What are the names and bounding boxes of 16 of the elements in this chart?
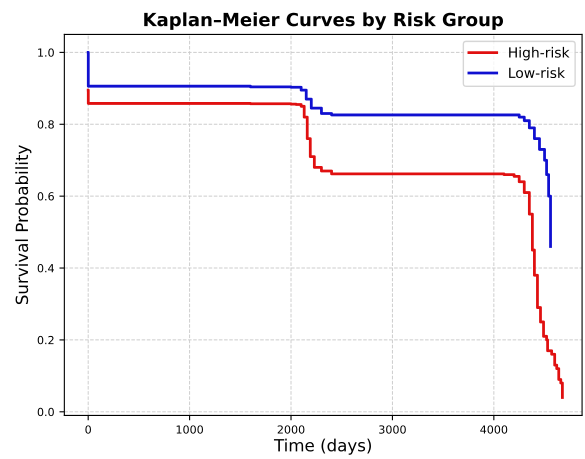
y-tick-label: 0.2 — [38, 336, 54, 344]
legend-label: Low-risk — [509, 67, 565, 78]
x-tick-label: 1000 — [176, 425, 203, 434]
x-tick-label: 0 — [85, 425, 91, 434]
x-tick-label: 3000 — [379, 425, 406, 434]
y-tick-label: 0.0 — [38, 408, 54, 416]
y-tick-label: 0.6 — [38, 192, 54, 201]
y-tick-label: 0.4 — [38, 264, 54, 272]
x-tick-label: 2000 — [278, 425, 304, 434]
legend-label: High-risk — [509, 46, 570, 60]
y-tick-label: 0.8 — [38, 120, 54, 129]
x-tick-label: 4000 — [480, 425, 508, 434]
x-axis-title: Time (days) — [274, 438, 371, 455]
y-tick-label: 1.0 — [38, 48, 54, 57]
y-axis-title: Survival Probability — [15, 145, 32, 304]
chart-title: Kaplan–Meier Curves by Risk Group — [144, 12, 504, 30]
